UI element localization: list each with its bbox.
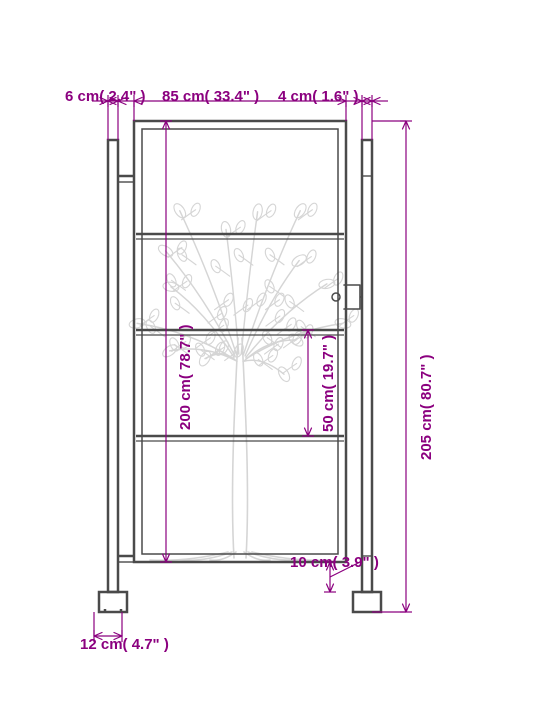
dim-label-bar-gap: 50 cm( 19.7" ) [320, 335, 337, 432]
dim-label-door-width: 85 cm( 33.4" ) [162, 88, 259, 105]
dim-label-outer-height: 205 cm( 80.7" ) [418, 354, 435, 460]
diagram-stage: 6 cm( 2.4" ) 85 cm( 33.4" ) 4 cm( 1.6" )… [0, 0, 540, 720]
dim-label-foot-gap: 10 cm( 3.9" ) [290, 554, 379, 571]
diagram-svg [0, 0, 540, 720]
dim-label-post-right: 4 cm( 1.6" ) [278, 88, 358, 105]
dim-label-inner-height: 200 cm( 78.7" ) [177, 324, 194, 430]
dim-label-foot-width: 12 cm( 4.7" ) [80, 636, 169, 653]
dim-label-post-left: 6 cm( 2.4" ) [65, 88, 145, 105]
